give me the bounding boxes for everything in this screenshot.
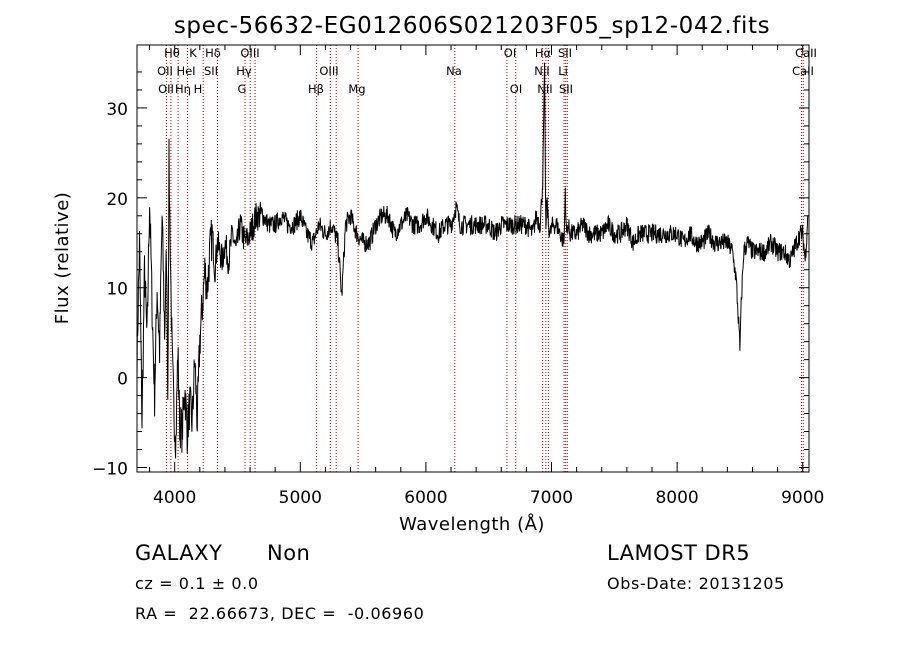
- line-label: K: [189, 46, 197, 60]
- line-label: SII: [558, 46, 572, 60]
- spectral-line-markers: [165, 45, 804, 472]
- line-label: OI: [504, 46, 516, 60]
- line-label: OIII: [319, 64, 338, 78]
- y-tick-label: 0: [117, 370, 128, 390]
- observation-date: Obs-Date: 20131205: [607, 574, 785, 593]
- x-tick-label: 4000: [153, 488, 196, 508]
- y-axis-label: Flux (relative): [52, 192, 73, 325]
- coordinates: RA = 22.66673, DEC = -0.06960: [135, 604, 425, 623]
- line-label: OIII: [240, 46, 259, 60]
- y-tick-label: 30: [106, 100, 128, 120]
- line-label: Hβ: [308, 82, 324, 96]
- line-label: CaII: [792, 64, 814, 78]
- spectrum-line: [136, 62, 809, 459]
- line-label: OI: [510, 82, 522, 96]
- chart-title: spec-56632-EG012606S021203F05_sp12-042.f…: [174, 13, 770, 39]
- line-label: HeI: [176, 64, 195, 78]
- line-label: SII: [559, 82, 573, 96]
- y-tick-label: 20: [106, 190, 128, 210]
- line-label: Hδ: [205, 46, 221, 60]
- line-label: G: [238, 82, 247, 96]
- survey-name: LAMOST DR5: [607, 541, 751, 565]
- y-tick-label: 10: [106, 280, 128, 300]
- line-label: Hη: [175, 82, 191, 96]
- line-label: SII: [204, 64, 218, 78]
- x-tick-label: 7000: [530, 488, 573, 508]
- line-label: Li: [558, 64, 568, 78]
- x-axis: 4000 5000 6000 7000 8000 9000: [149, 45, 824, 508]
- line-label: NII: [534, 64, 549, 78]
- line-label: OII: [158, 82, 174, 96]
- object-class: GALAXY: [135, 541, 223, 565]
- object-subclass: Non: [267, 541, 311, 565]
- line-label: CaII: [795, 46, 817, 60]
- spectral-line-labels: Hθ K Hδ OIII OI Hα SII CaII OII HeI SII Hγ OIII Na NII…: [157, 46, 817, 96]
- line-label: Hγ: [236, 64, 252, 78]
- line-label: Hα: [535, 46, 552, 60]
- x-axis-label: Wavelength (Å): [399, 513, 545, 535]
- line-label: Hθ: [164, 46, 180, 60]
- y-axis: −10 0 10 20 30: [92, 71, 809, 480]
- y-tick-label: −10: [92, 460, 128, 480]
- redshift-cz: cz = 0.1 ± 0.0: [135, 574, 259, 593]
- x-tick-label: 6000: [404, 488, 447, 508]
- x-tick-label: 8000: [655, 488, 698, 508]
- x-tick-label: 5000: [279, 488, 322, 508]
- plot-frame: [136, 44, 810, 473]
- line-label: H: [194, 82, 203, 96]
- line-label: Mg: [348, 82, 365, 96]
- line-label: OII: [157, 64, 173, 78]
- line-label: Na: [446, 64, 462, 78]
- x-tick-label: 9000: [781, 488, 824, 508]
